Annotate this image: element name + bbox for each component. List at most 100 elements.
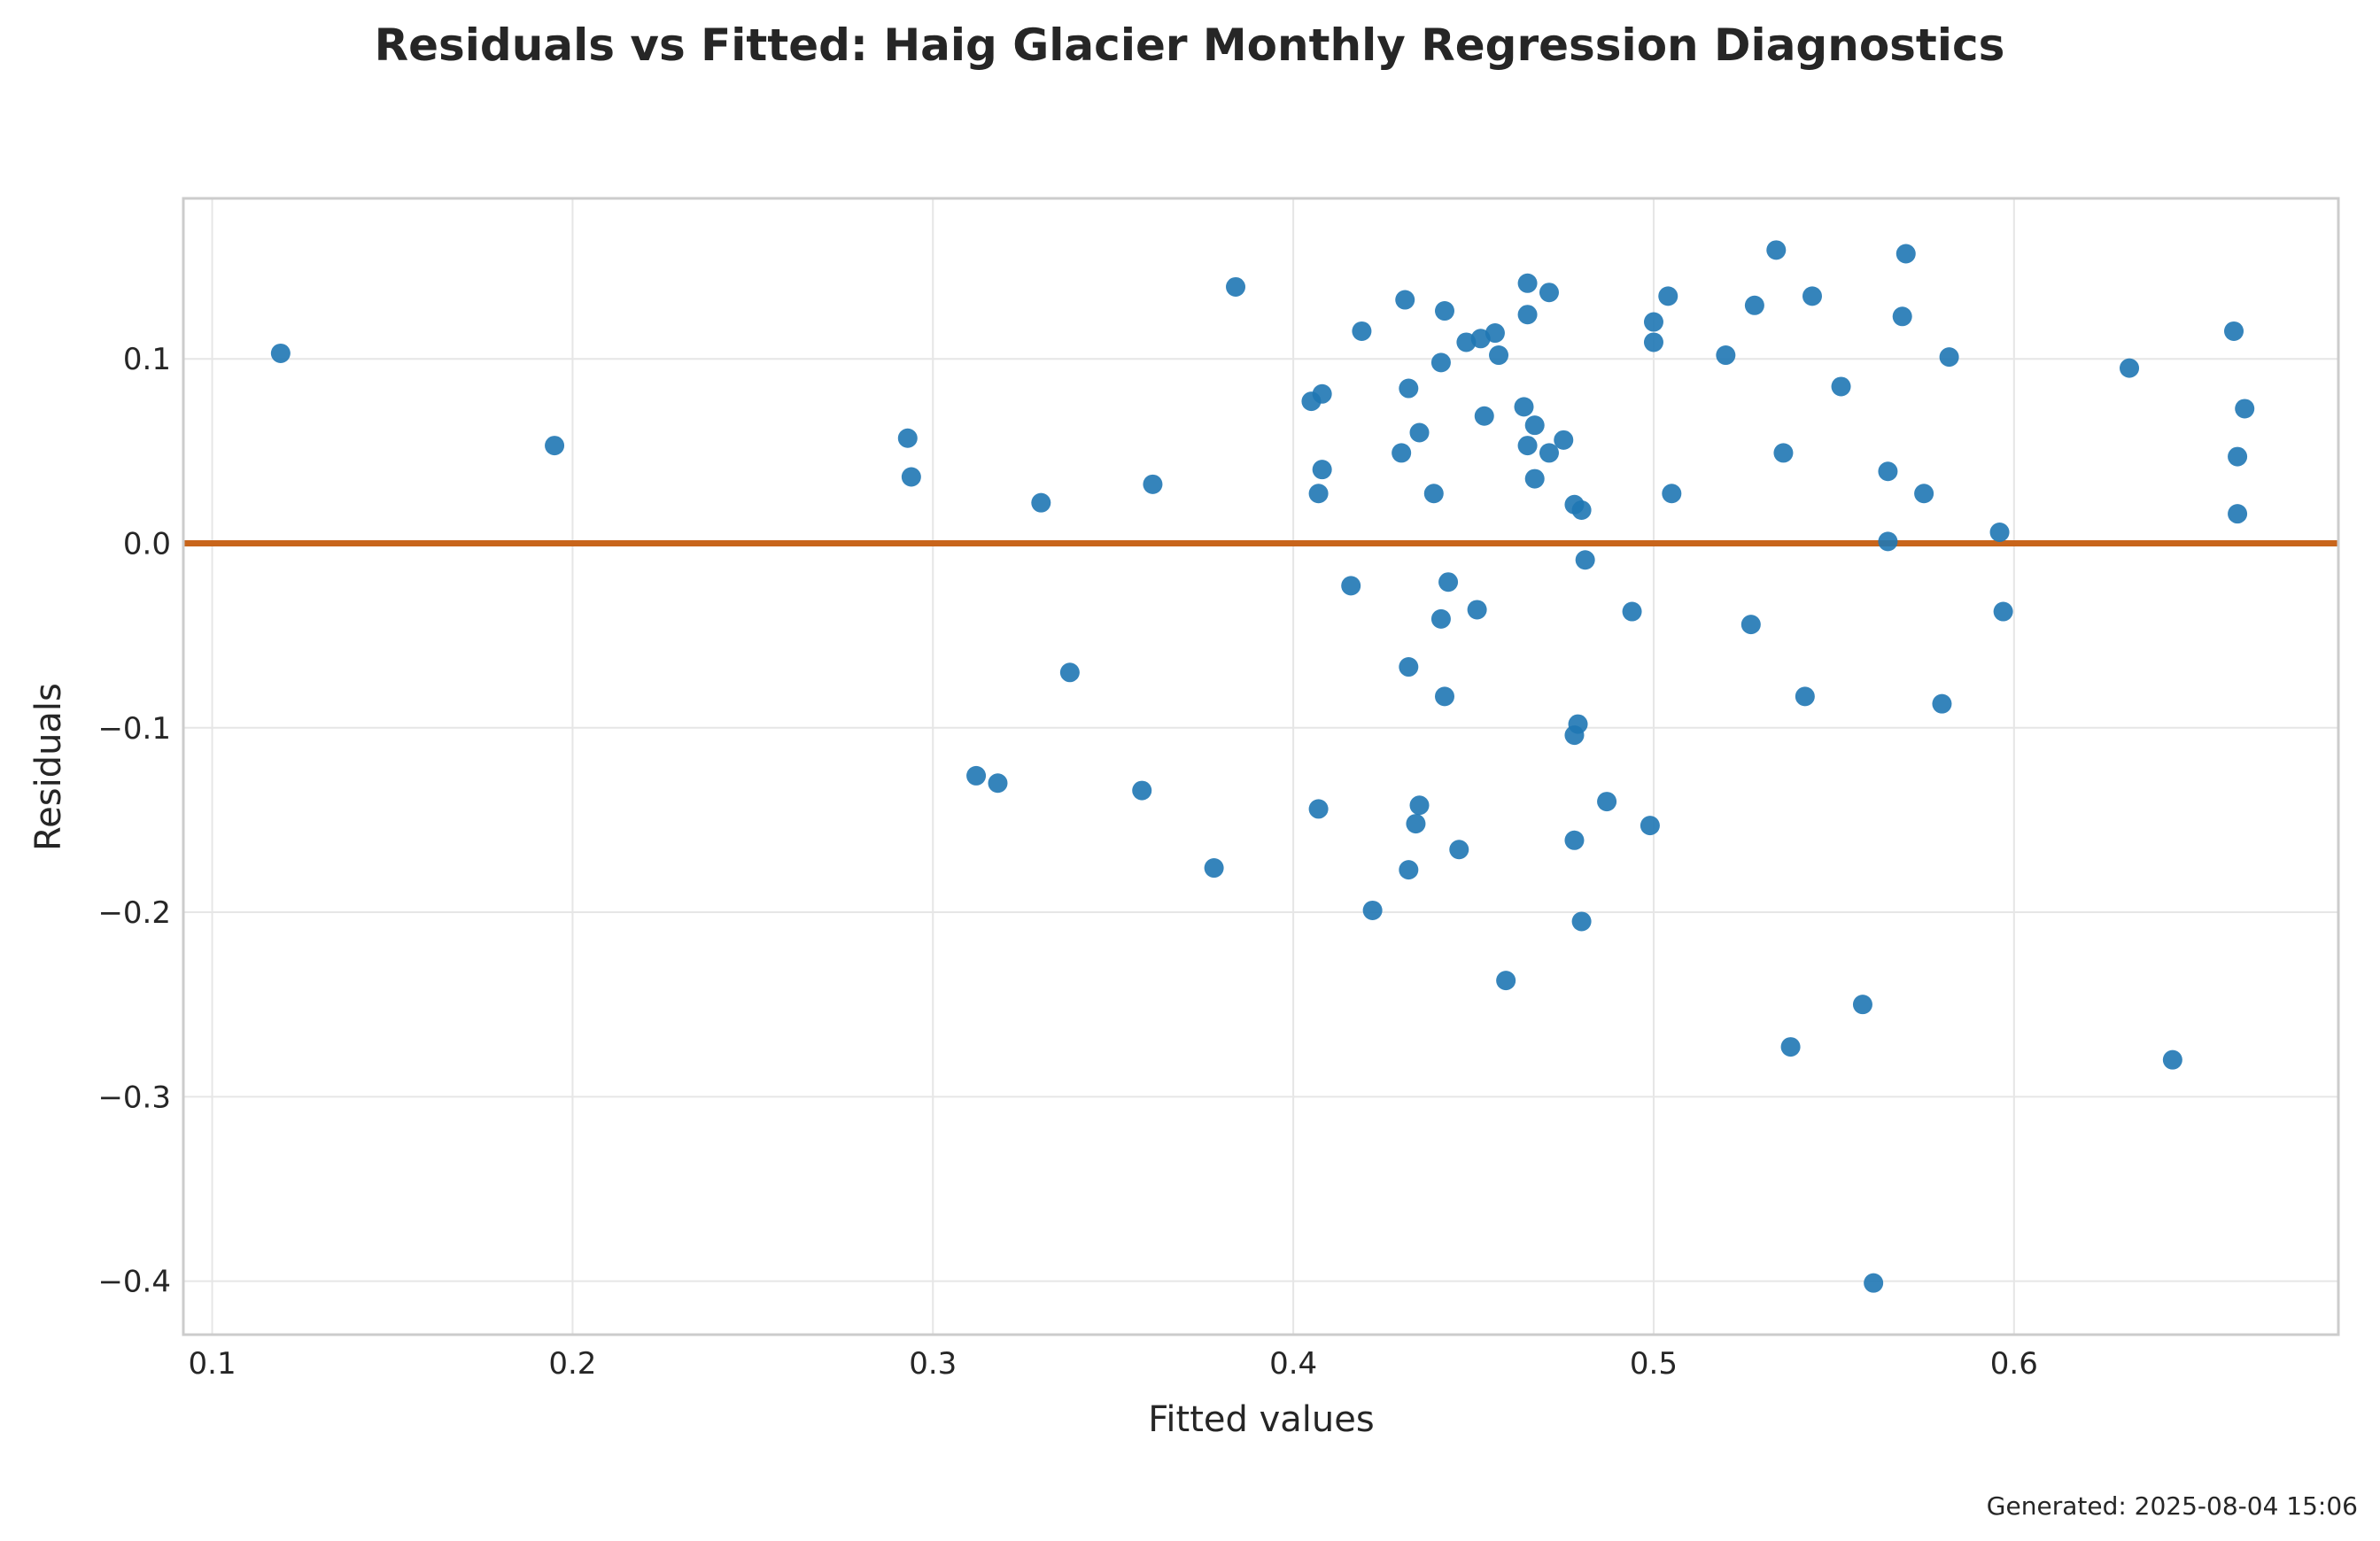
- residual-point: [2228, 446, 2248, 467]
- residual-point: [1878, 531, 1898, 552]
- residual-point: [1312, 460, 1332, 480]
- residual-point: [1399, 860, 1419, 880]
- residual-point: [966, 765, 987, 786]
- residual-point: [2120, 358, 2140, 378]
- residual-point: [2235, 399, 2255, 419]
- residual-point: [1395, 290, 1415, 310]
- residual-point: [1226, 276, 1246, 297]
- y-tick-label: 0.0: [123, 526, 171, 561]
- residual-point: [1514, 397, 1534, 417]
- residual-point: [1878, 461, 1898, 482]
- residual-point: [1539, 283, 1559, 303]
- residual-point: [1554, 430, 1574, 450]
- x-tick-label: 0.3: [909, 1346, 957, 1382]
- residual-point: [901, 467, 921, 487]
- residual-point: [1571, 911, 1592, 932]
- y-tick-label: −0.2: [97, 895, 171, 931]
- residual-point: [1524, 468, 1545, 489]
- residual-point: [1434, 301, 1454, 321]
- residual-point: [1423, 484, 1444, 504]
- residual-point: [1132, 780, 1152, 801]
- residual-point: [1362, 900, 1383, 920]
- residual-point: [1524, 415, 1545, 436]
- residual-point: [1571, 499, 1592, 520]
- residual-point: [1449, 840, 1469, 860]
- residual-point: [1143, 474, 1163, 494]
- residual-point: [1939, 347, 1959, 368]
- residual-point: [1597, 792, 1617, 812]
- residual-point: [1895, 244, 1916, 264]
- residual-point: [545, 436, 565, 456]
- residual-point: [2228, 504, 2248, 524]
- residual-point: [1564, 830, 1585, 850]
- residual-point: [1438, 572, 1459, 592]
- residual-point: [1392, 443, 1412, 463]
- y-axis-label: Residuals: [28, 683, 69, 851]
- residual-point: [1716, 345, 1736, 366]
- residual-point: [1341, 576, 1361, 596]
- residual-point: [1409, 795, 1430, 816]
- residual-point: [1517, 305, 1538, 325]
- residual-point: [1892, 306, 1912, 327]
- residual-point: [1643, 312, 1663, 332]
- residual-point: [2224, 321, 2244, 341]
- residual-point: [1399, 657, 1419, 678]
- residual-point: [1434, 686, 1454, 707]
- residual-point: [1399, 378, 1419, 399]
- residual-point: [1308, 484, 1329, 504]
- plot-frame: [182, 197, 2340, 1336]
- residual-point: [897, 428, 918, 448]
- x-tick-label: 0.6: [1990, 1346, 2038, 1382]
- residual-point: [1662, 484, 1682, 504]
- residual-point: [1795, 686, 1815, 707]
- residual-point: [1993, 601, 2013, 622]
- residual-point: [1622, 601, 1642, 622]
- residual-point: [1740, 615, 1761, 635]
- residual-point: [1308, 799, 1329, 819]
- x-tick-label: 0.4: [1269, 1346, 1317, 1382]
- residual-point: [1409, 422, 1430, 443]
- residual-point: [1059, 662, 1080, 683]
- y-tick-label: −0.3: [97, 1080, 171, 1115]
- residual-point: [1989, 522, 2010, 542]
- residual-point: [1485, 323, 1505, 344]
- residual-point: [1773, 443, 1794, 463]
- points-layer: [270, 240, 2255, 1293]
- residual-point: [1430, 352, 1451, 373]
- residual-point: [1489, 345, 1509, 366]
- residual-point: [1744, 295, 1764, 315]
- residual-point: [1852, 995, 1872, 1015]
- residual-point: [1831, 376, 1851, 397]
- x-tick-label: 0.2: [548, 1346, 596, 1382]
- residual-point: [1352, 321, 1372, 341]
- residual-point: [1932, 693, 1952, 714]
- residual-point: [1802, 286, 1822, 306]
- residual-point: [1496, 971, 1516, 991]
- residual-point: [1474, 406, 1494, 426]
- residual-point: [1575, 550, 1595, 570]
- y-tick-label: 0.1: [123, 342, 171, 377]
- residual-point: [1406, 814, 1426, 834]
- y-tick-label: −0.4: [97, 1265, 171, 1300]
- y-tick-label: −0.1: [97, 711, 171, 747]
- residual-point: [1658, 286, 1678, 306]
- x-axis-label: Fitted values: [1148, 1399, 1374, 1440]
- residual-point: [1766, 240, 1787, 260]
- x-tick-label: 0.1: [189, 1346, 236, 1382]
- residual-point: [1467, 600, 1487, 620]
- residual-point: [1640, 816, 1660, 836]
- y-tick-layer: 0.1 0.0 −0.1 −0.2 −0.3 −0.4: [97, 342, 171, 1299]
- residual-point: [1312, 383, 1332, 404]
- residual-point: [1204, 858, 1224, 879]
- residual-point: [1539, 443, 1559, 463]
- chart-title: Residuals vs Fitted: Haig Glacier Monthl…: [375, 19, 2005, 71]
- residual-point: [1430, 608, 1451, 629]
- generated-timestamp: Generated: 2025-08-04 15:06: [1987, 1491, 2358, 1521]
- residual-point: [2162, 1049, 2182, 1070]
- residual-point: [1914, 484, 1934, 504]
- x-tick-label: 0.5: [1630, 1346, 1678, 1382]
- residual-point: [1031, 492, 1051, 513]
- residual-point: [1568, 714, 1588, 734]
- residual-point: [1643, 332, 1663, 352]
